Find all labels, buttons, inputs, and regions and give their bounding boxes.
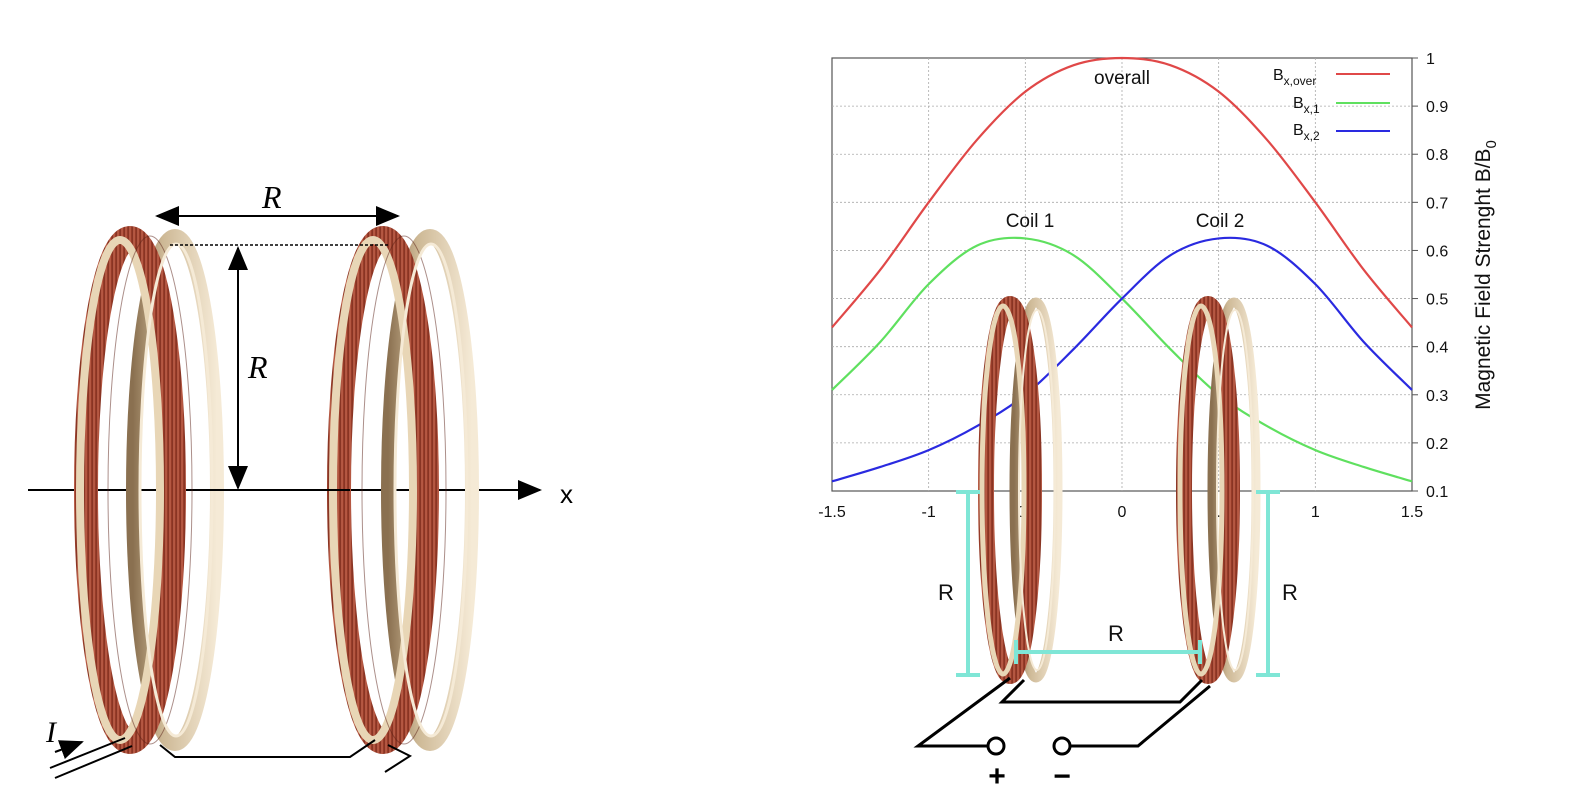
terminal-plus-label: + bbox=[988, 760, 1006, 793]
legend-item-coil2: Bx,2 bbox=[1293, 122, 1390, 143]
dimension-left-bracket bbox=[956, 490, 980, 677]
y-tick-label: 0.5 bbox=[1426, 292, 1448, 309]
svg-text:Bx,2: Bx,2 bbox=[1293, 122, 1320, 143]
terminal-minus-label: − bbox=[1053, 760, 1071, 793]
terminal-negative bbox=[1052, 736, 1072, 756]
y-tick-label: 0.1 bbox=[1426, 484, 1448, 501]
right-chart-diagram: -1.5 -1 -0.5 0 0.5 1 1.5 0.10.20.30.40.50.60.7… bbox=[818, 51, 1500, 793]
x-tick-label: 0 bbox=[1118, 504, 1127, 521]
series-line-overall bbox=[831, 56, 1413, 329]
y-tick-label: 0.7 bbox=[1426, 195, 1448, 212]
dimension-right-bracket bbox=[1256, 490, 1280, 677]
x-tick-label: -1 bbox=[922, 504, 936, 521]
x-tick-label: 1 bbox=[1311, 504, 1320, 521]
svg-text:Bx,over: Bx,over bbox=[1273, 67, 1316, 88]
x-tick-labels: -1.5 -1 -0.5 0 0.5 1 1.5 bbox=[818, 504, 1423, 521]
current-arrow bbox=[54, 740, 84, 760]
svg-text:Bx,1: Bx,1 bbox=[1293, 95, 1320, 116]
label-R-left: R bbox=[938, 580, 954, 605]
label-R-between: R bbox=[1108, 621, 1124, 646]
wire-positive bbox=[913, 676, 1011, 748]
label-R-vertical: R bbox=[247, 349, 268, 385]
y-tick-label: 1 bbox=[1426, 51, 1435, 68]
legend-item-coil1: Bx,1 bbox=[1293, 95, 1390, 116]
y-tick-label: 0.6 bbox=[1426, 243, 1448, 260]
dimension-between-bracket bbox=[1014, 640, 1202, 664]
x-tick-label: -1.5 bbox=[818, 504, 846, 521]
y-tick-label: 0.4 bbox=[1426, 340, 1448, 357]
series-line-coil2 bbox=[831, 236, 1413, 483]
legend: Bx,over Bx,1 Bx,2 bbox=[1273, 67, 1390, 143]
terminal-positive bbox=[986, 736, 1006, 756]
legend-item-overall: Bx,over bbox=[1273, 67, 1390, 88]
annotation-coil2: Coil 2 bbox=[1196, 211, 1245, 232]
coil-left bbox=[74, 226, 224, 754]
series-lines bbox=[831, 56, 1413, 483]
x-tick-label: 1.5 bbox=[1401, 504, 1423, 521]
label-R-horizontal: R bbox=[261, 179, 282, 215]
y-tick-labels: 0.1 0.2 0.3 0.4 0.5 0.6 0.7 0.8 0.9 1 bbox=[1412, 51, 1448, 501]
x-axis-label: x bbox=[560, 479, 573, 509]
connecting-wire bbox=[159, 739, 376, 758]
y-tick-label: 0.9 bbox=[1426, 99, 1448, 116]
left-coil-diagram: x R R bbox=[28, 179, 573, 779]
y-tick-label: 0.8 bbox=[1426, 147, 1448, 164]
y-tick-label: 0.3 bbox=[1426, 388, 1448, 405]
y-axis-label: Magnetic Field Strenght B/B0 bbox=[1472, 140, 1500, 410]
lead-wire-right bbox=[384, 744, 413, 773]
annotation-overall: overall bbox=[1094, 68, 1150, 89]
wire-negative bbox=[1070, 684, 1211, 748]
lead-wire-2 bbox=[54, 745, 133, 779]
wire-coil-link bbox=[998, 678, 1204, 704]
current-label: I bbox=[45, 716, 58, 749]
annotation-coil1: Coil 1 bbox=[1006, 211, 1055, 232]
y-tick-label: 0.2 bbox=[1426, 436, 1448, 453]
lead-wire-1 bbox=[49, 737, 126, 769]
chart-coil-1 bbox=[978, 296, 1063, 684]
label-R-right: R bbox=[1282, 580, 1298, 605]
grid-lines bbox=[832, 58, 1412, 491]
